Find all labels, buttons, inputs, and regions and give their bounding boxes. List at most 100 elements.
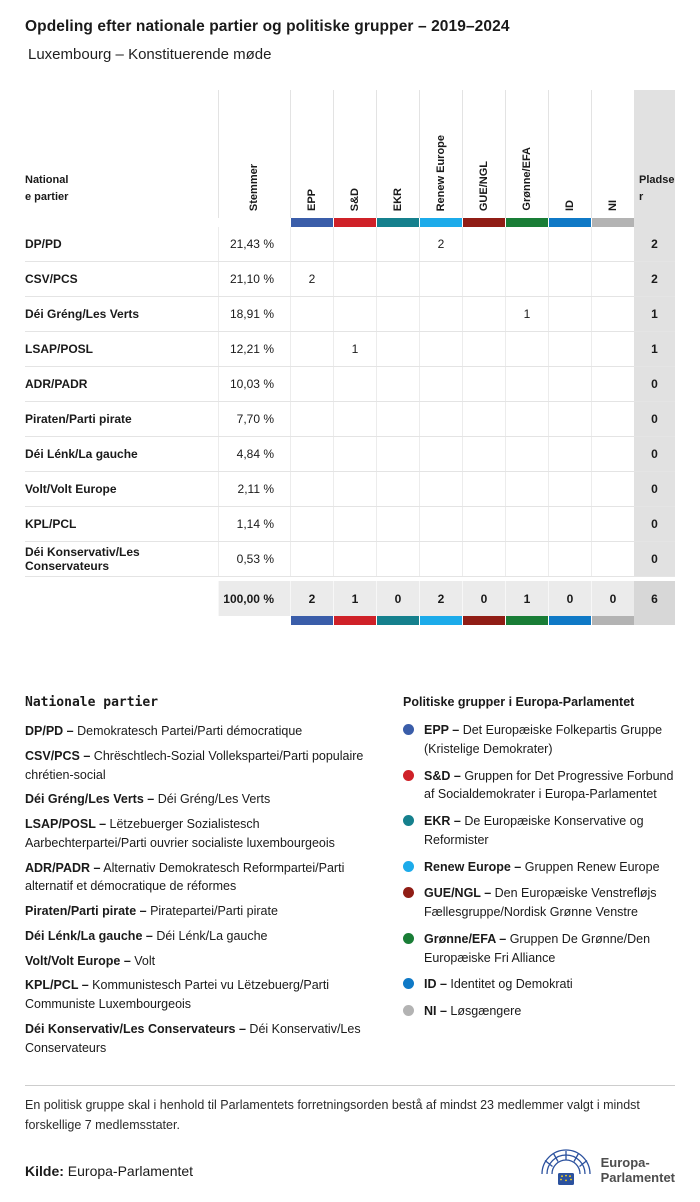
seat-cell-epp [290,297,333,331]
seat-cell-ni [591,402,634,436]
seat-cell-greensefa [505,402,548,436]
header-group-renew: Renew Europe [419,90,462,218]
table-header-row: National e partier Stemmer EPP S&D EKR R… [25,90,675,218]
party-name-cell: Volt/Volt Europe [25,482,117,496]
header-group-id: ID [548,90,591,218]
party-name-cell: LSAP/POSL [25,342,94,356]
party-abbr: KPL/PCL – [25,978,89,993]
seat-cell-sd [333,367,376,401]
total-seat-cell-ekr: 0 [376,581,419,616]
party-legend-item: Volt/Volt Europe – Volt [25,952,381,971]
party-name-cell: KPL/PCL [25,517,77,531]
sd-label: S&D [348,187,361,211]
logo-text: Europa- Parlamentet [600,1154,675,1185]
seat-cell-ekr [376,437,419,471]
seat-cell-guengl [462,332,505,366]
seat-cell-greensefa [505,472,548,506]
group-legend-item: NI – Løsgængere [403,1002,675,1021]
seat-cell-greensefa [505,332,548,366]
party-name-cell: Déi Konservativ/Les Conservateurs [25,545,140,573]
votes-cell: 1,14 % [218,507,290,541]
seat-cell-sd [333,227,376,261]
group-desc: De Europæiske Konservative og Reformiste… [424,814,644,847]
seat-cell-id [548,472,591,506]
greensefa-color-bar [505,616,548,625]
group-legend-item: Grønne/EFA – Gruppen De Grønne/Den Europ… [403,930,675,968]
seat-cell-sd: 1 [333,332,376,366]
party-name-cell: Déi Gréng/Les Verts [25,307,140,321]
group-desc: Det Europæiske Folkepartis Gruppe (Krist… [424,723,663,756]
seat-cell-greensefa [505,542,548,576]
ekr-color-bar [376,616,419,625]
seat-cell-ekr [376,367,419,401]
total-seat-cell-id: 0 [548,581,591,616]
seat-cell-sd [333,262,376,296]
header-group-guengl: GUE/NGL [462,90,505,218]
eu-parliament-logo-icon [539,1149,593,1192]
party-full-name: Chrëschtlech-Sozial Vollekspartei/Parti … [25,748,364,782]
party-name-cell: DP/PD [25,237,62,251]
party-legend-item: Déi Gréng/Les Verts – Déi Gréng/Les Vert… [25,790,381,809]
sd-color-bar [333,218,376,227]
votes-cell: 4,84 % [218,437,290,471]
party-abbr: DP/PD – [25,724,74,738]
page-title: Opdeling efter nationale partier og poli… [25,18,510,35]
group-color-bar-row-bottom [25,616,675,625]
seat-cell-ekr [376,262,419,296]
group-abbr: Renew Europe – [424,859,522,874]
source-row: Kilde: Europa-Parlamentet [25,1149,675,1192]
party-name-cell: Déi Lénk/La gauche [25,447,138,461]
votes-cell: 21,43 % [218,227,290,261]
seat-cell-ni [591,332,634,366]
party-legend-item: Déi Lénk/La gauche – Déi Lénk/La gauche [25,927,381,946]
seats-cell: 1 [634,297,675,331]
eu-parliament-logo: Europa- Parlamentet [539,1149,675,1192]
table-row: LSAP/POSL 12,21 % 1 1 [25,332,675,367]
seat-cell-guengl [462,227,505,261]
seat-cell-sd [333,507,376,541]
group-legend-item: EPP – Det Europæiske Folkepartis Gruppe … [403,721,675,759]
seat-cell-id [548,542,591,576]
ni-color-bar [591,218,634,227]
seat-cell-guengl [462,402,505,436]
seat-cell-ni [591,507,634,541]
total-empty-cell [25,581,218,616]
party-legend-item: Piraten/Parti pirate – Piratepartei/Part… [25,902,381,921]
seat-cell-epp [290,507,333,541]
political-groups-legend: Politiske grupper i Europa-Parlamentet E… [403,695,675,1063]
seat-cell-guengl [462,437,505,471]
total-seat-cell-renew: 2 [419,581,462,616]
seat-cell-renew [419,437,462,471]
ekr-color-bar [376,218,419,227]
table-row: ADR/PADR 10,03 % 0 [25,367,675,402]
group-desc: Gruppen for Det Progressive Forbund af S… [424,768,674,802]
seat-cell-guengl [462,367,505,401]
group-color-dot [403,724,414,735]
votes-cell: 21,10 % [218,262,290,296]
seat-cell-id [548,437,591,471]
seat-cell-renew [419,262,462,296]
header-group-greensefa: Grønne/EFA [505,90,548,218]
seat-cell-renew [419,332,462,366]
seat-cell-ni [591,437,634,471]
bar-spacer [25,616,218,625]
group-color-dot [403,887,414,899]
seat-cell-ni [591,367,634,401]
id-color-bar [548,616,591,625]
parties-legend-heading: Nationale partier [25,695,159,710]
party-full-name: Lëtzebuerger Sozialistesch Aarbechterpar… [25,817,335,850]
seat-cell-renew [419,472,462,506]
seat-cell-ekr [376,297,419,331]
source-label: Kilde: [25,1162,64,1179]
group-color-dot [403,769,414,781]
table-row: Déi Konservativ/Les Conservateurs 0,53 %… [25,542,675,577]
group-legend-text: ID – Identitet og Demokrati [424,975,573,994]
id-label: ID [563,200,576,211]
party-abbr: Déi Konservativ/Les Conservateurs – [25,1021,246,1036]
party-full-name: Demokratesch Partei/Parti démocratique [77,724,303,738]
party-abbr: Piraten/Parti pirate – [25,904,147,918]
epp-label: EPP [305,188,318,211]
seats-cell: 0 [634,402,675,436]
table-row: Déi Lénk/La gauche 4,84 % 0 [25,437,675,472]
